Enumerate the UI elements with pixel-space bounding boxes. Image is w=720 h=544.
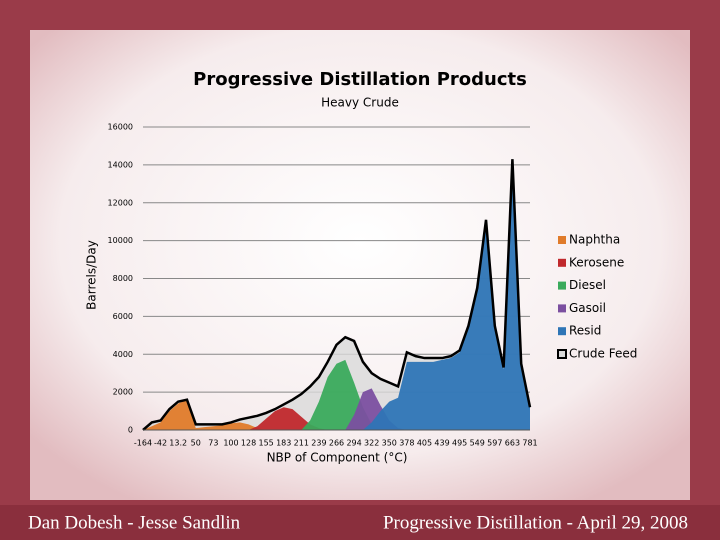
x-tick-label: 155 <box>258 439 273 448</box>
footer-bar <box>0 505 720 540</box>
x-tick-label: 211 <box>294 439 309 448</box>
y-tick-label: 8000 <box>113 274 133 283</box>
y-tick-label: 4000 <box>113 350 133 359</box>
legend-swatch <box>557 349 567 359</box>
area <box>143 359 530 430</box>
legend-label: Naphtha <box>569 233 620 247</box>
x-tick-label: 405 <box>417 439 432 448</box>
x-tick-label: 50 <box>191 439 201 448</box>
x-tick-label: 350 <box>382 439 397 448</box>
legend-label: Gasoil <box>569 301 606 315</box>
x-tick-label: 495 <box>452 439 467 448</box>
chart-subtitle: Heavy Crude <box>321 96 399 110</box>
y-tick-label: 12000 <box>108 198 133 207</box>
y-tick-label: 10000 <box>108 236 133 245</box>
x-tick-label: 322 <box>364 439 379 448</box>
y-tick-label: 2000 <box>113 388 133 397</box>
x-tick-label: 549 <box>470 439 485 448</box>
x-tick-label: 781 <box>522 439 537 448</box>
x-tick-label: 294 <box>346 439 361 448</box>
x-tick-label: -164 <box>134 439 152 448</box>
x-tick-label: 663 <box>505 439 520 448</box>
legend-swatch <box>558 236 566 244</box>
x-tick-label: 378 <box>399 439 414 448</box>
x-tick-label: 439 <box>434 439 449 448</box>
x-tick-label: 73 <box>208 439 218 448</box>
x-tick-label: 13.2 <box>169 439 187 448</box>
y-axis-label: Barrels/Day <box>85 240 99 310</box>
chart-title: Progressive Distillation Products <box>193 69 527 90</box>
x-tick-label: 266 <box>329 439 344 448</box>
legend-label: Crude Feed <box>569 347 637 361</box>
legend-swatch <box>558 258 566 267</box>
y-tick-label: 14000 <box>108 160 133 169</box>
legend-label: Resid <box>569 324 601 338</box>
y-tick-label: 0 <box>128 426 133 435</box>
legend-swatch <box>558 327 566 336</box>
x-tick-label: -42 <box>154 439 167 448</box>
footer-left: Dan Dobesh - Jesse Sandlin <box>28 512 241 533</box>
line <box>142 159 532 431</box>
x-axis-label: NBP of Component (°C) <box>267 451 408 465</box>
y-tick-label: 6000 <box>113 312 133 321</box>
legend-swatch <box>558 281 566 290</box>
x-tick-label: 597 <box>487 439 502 448</box>
y-tick-label: 16000 <box>108 123 133 132</box>
legend-label: Kerosene <box>569 255 624 269</box>
x-tick-label: 183 <box>276 439 291 448</box>
area <box>143 161 530 430</box>
x-tick-label: 100 <box>223 439 238 448</box>
x-tick-label: 239 <box>311 439 326 448</box>
area <box>143 399 530 430</box>
x-tick-label: 128 <box>241 439 256 448</box>
footer-right: Progressive Distillation - April 29, 200… <box>383 512 688 533</box>
legend-swatch <box>558 304 566 313</box>
legend-label: Diesel <box>569 278 606 292</box>
